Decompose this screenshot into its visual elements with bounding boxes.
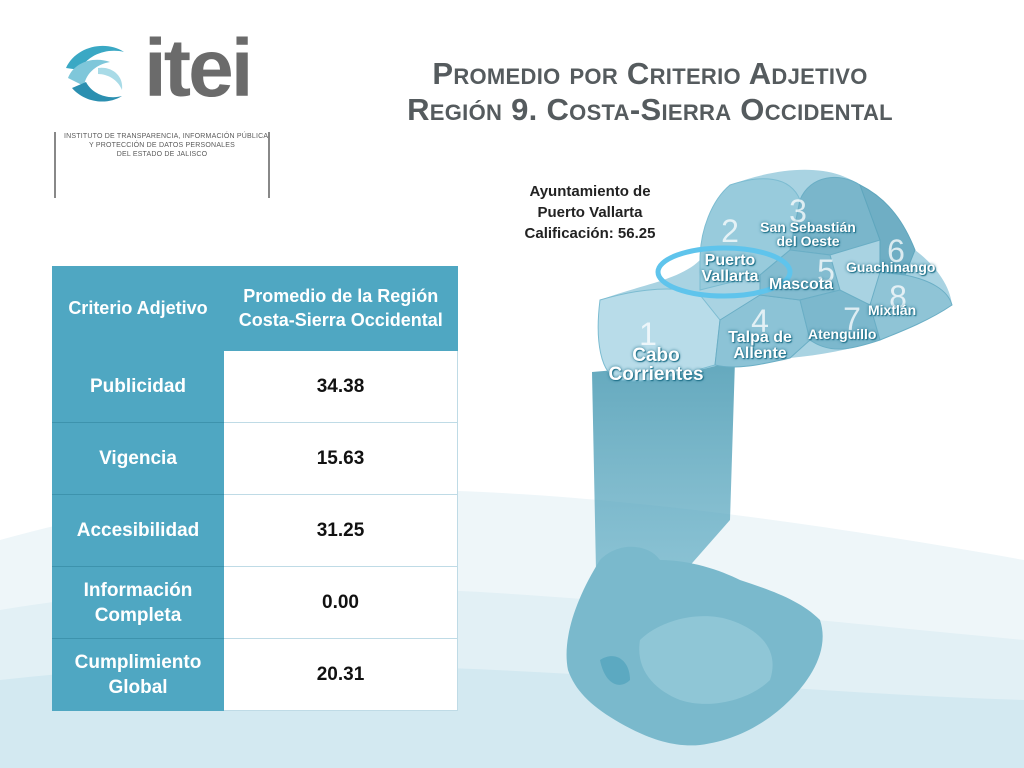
- label-atenguillo: Atenguillo: [808, 326, 877, 342]
- table-row: Publicidad 34.38: [52, 350, 458, 423]
- title-line-2: Región 9. Costa-Sierra Occidental: [407, 92, 893, 127]
- logo-subtitle-line: Y PROTECCIÓN DE DATOS PERSONALES: [88, 142, 236, 149]
- region-number: 2: [721, 213, 739, 249]
- label-san-sebastian: San Sebastián del Oeste: [748, 220, 868, 248]
- region-number: 1: [639, 316, 657, 352]
- logo-subtitle: INSTITUTO DE TRANSPARENCIA, INFORMACIÓN …: [54, 132, 270, 198]
- itei-wordmark: itei: [144, 23, 253, 114]
- label-line: Cabo: [632, 345, 680, 366]
- region-map: 1 2 3 4 5 6 7 8: [566, 169, 953, 746]
- criterio-cell: Información Completa: [52, 566, 224, 639]
- label-guachinango: Guachinango: [846, 259, 936, 275]
- label-line: Puerto: [704, 252, 756, 269]
- label-mascota: Mascota: [769, 276, 834, 293]
- header-promedio: Promedio de la Región Costa-Sierra Occid…: [224, 266, 458, 351]
- caption-score: Calificación: 56.25: [524, 225, 656, 242]
- table-row: Accesibilidad 31.25: [52, 494, 458, 567]
- criterio-cell: Cumplimiento Global: [52, 638, 224, 711]
- itei-swirl-logo-icon: [66, 45, 124, 102]
- region-number: 7: [843, 301, 861, 337]
- municipality-caption: Ayuntamiento de Puerto Vallarta Califica…: [486, 181, 694, 244]
- label-talpa: Talpa de Allente: [718, 330, 802, 362]
- label-cabo-corrientes: Cabo Corrientes: [598, 346, 714, 384]
- criterio-cell: Publicidad: [52, 350, 224, 423]
- valor-cell: 20.31: [224, 638, 458, 711]
- criterio-cell: Vigencia: [52, 422, 224, 495]
- header-criterio: Criterio Adjetivo: [52, 266, 224, 351]
- highlight-ring: [655, 245, 793, 299]
- page-title: Promedio por Criterio Adjetivo Región 9.…: [330, 56, 970, 128]
- label-line: Allente: [733, 345, 787, 362]
- table-row: Cumplimiento Global 20.31: [52, 638, 458, 711]
- region-number: 5: [817, 253, 835, 289]
- itei-logo: itei INSTITUTO DE TRANSPARENCIA, INFORMA…: [52, 28, 282, 198]
- label-line: Vallarta: [701, 268, 759, 285]
- region-number: 3: [789, 193, 807, 229]
- title-line-1: Promedio por Criterio Adjetivo: [432, 56, 868, 91]
- logo-subtitle-line: DEL ESTADO DE JALISCO: [116, 151, 208, 158]
- criterio-cell: Accesibilidad: [52, 494, 224, 567]
- label-puerto-vallarta: Puerto Vallarta: [690, 253, 770, 285]
- valor-cell: 0.00: [224, 566, 458, 639]
- logo-subtitle-line: INSTITUTO DE TRANSPARENCIA, INFORMACIÓN …: [64, 133, 269, 140]
- table-row: Vigencia 15.63: [52, 422, 458, 495]
- valor-cell: 31.25: [224, 494, 458, 567]
- label-line: Talpa de: [728, 329, 792, 346]
- region-number: 4: [751, 303, 769, 339]
- caption-line: Puerto Vallarta: [537, 204, 643, 221]
- region-number: 6: [887, 233, 905, 269]
- valor-cell: 15.63: [224, 422, 458, 495]
- valor-cell: 34.38: [224, 350, 458, 423]
- caption-line: Ayuntamiento de: [529, 183, 651, 200]
- criteria-table: Criterio Adjetivo Promedio de la Región …: [52, 266, 458, 711]
- table-header-row: Criterio Adjetivo Promedio de la Región …: [52, 266, 458, 351]
- table-row: Información Completa 0.00: [52, 566, 458, 639]
- label-line: San Sebastián: [760, 219, 856, 235]
- label-mixtlan: Mixtlán: [868, 302, 917, 318]
- region-number: 8: [889, 279, 907, 315]
- label-line: del Oeste: [776, 233, 840, 249]
- label-line: Corrientes: [608, 364, 704, 385]
